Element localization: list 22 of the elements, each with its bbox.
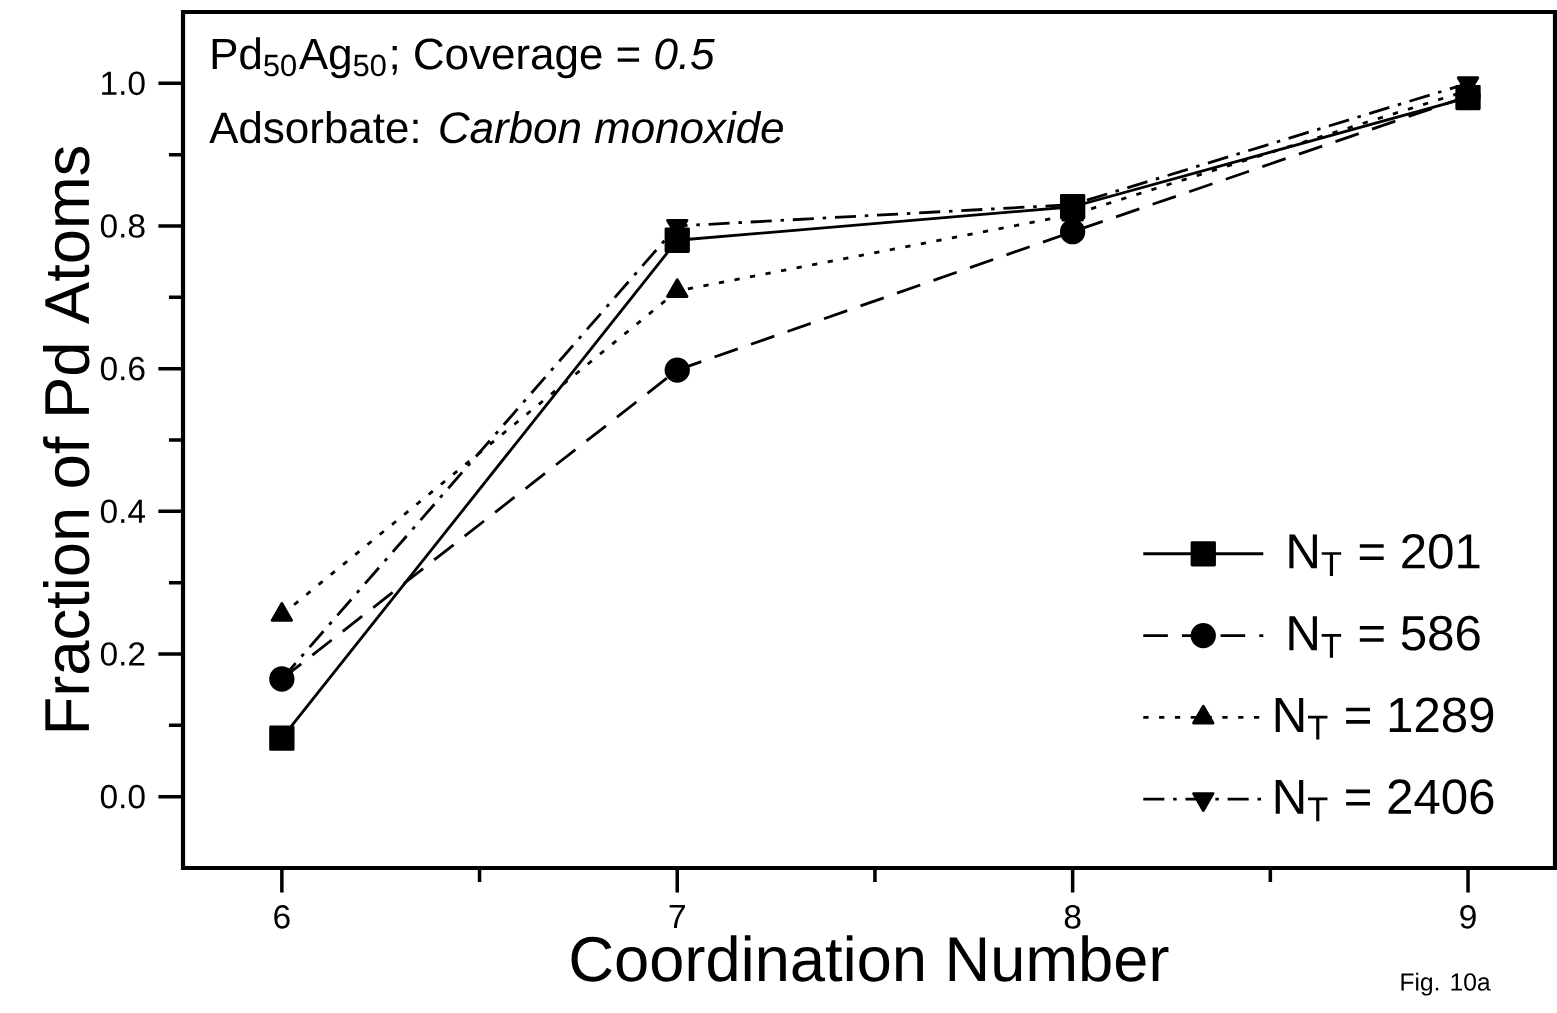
point <box>1059 219 1086 245</box>
x-axis-title: Coordination Number <box>571 935 1169 982</box>
point <box>269 725 295 751</box>
x-tick-label: 7 <box>669 905 685 928</box>
legend-label: N$_{T}$ = 201 <box>1289 533 1480 576</box>
point <box>664 357 690 383</box>
legend-label: N$_{T}$ = 1289 <box>1275 697 1494 740</box>
y-tick-label: 0.4 <box>100 499 145 524</box>
annotation: Pd$_{50}$Ag$_{50}$; Coverage = 0.5 <box>212 37 715 79</box>
y-tick-label: 1.0 <box>102 71 145 96</box>
y-tick-label: 0.8 <box>100 214 145 238</box>
x-tick-label: 9 <box>1460 905 1476 929</box>
legend-label: N$_{T}$ = 586 <box>1289 615 1480 658</box>
caption: Fig. 10a <box>1401 972 1491 996</box>
x-tick-label: 6 <box>274 905 290 929</box>
y-tick-label: 0.0 <box>100 784 145 809</box>
legend-label: N$_{T}$ = 2406 <box>1275 779 1494 822</box>
y-tick-label: 0.2 <box>100 642 145 666</box>
y-tick-label: 0.6 <box>100 356 145 381</box>
y-axis-title: Fraction of Pd Atoms <box>43 146 90 731</box>
x-tick-label: 8 <box>1064 905 1081 929</box>
annotation: Adsorbate: Carbon monoxide <box>209 111 783 144</box>
